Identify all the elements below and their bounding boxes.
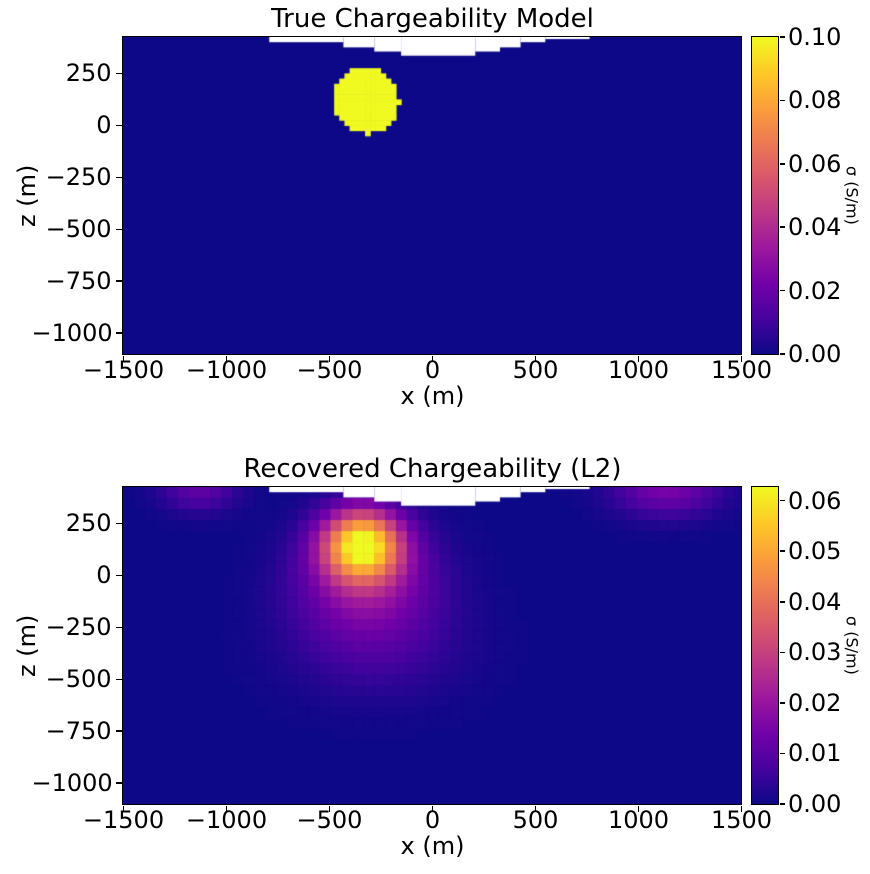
x-tick <box>122 355 125 362</box>
colorbar-tick <box>779 99 785 102</box>
y-tick-label: −1000 <box>31 769 113 798</box>
y-tick-label: 0 <box>96 111 112 140</box>
x-tick <box>534 355 537 362</box>
colorbar-tick-label: 0.04 <box>788 587 842 616</box>
colorbar-tick <box>779 702 785 704</box>
x-tick-label: 500 <box>512 355 559 384</box>
heatmap-canvas <box>123 486 741 804</box>
colorbar <box>750 485 779 805</box>
colorbar-tick-label: 0.06 <box>788 149 842 178</box>
subplot-true-chargeability: True Chargeability Model z (m) x (m) σ (… <box>13 4 862 410</box>
colorbar-tick-label: 0.00 <box>788 340 842 368</box>
heatmap-plot-area <box>122 485 742 805</box>
colorbar-tick-label: 0.03 <box>788 638 842 667</box>
y-tick <box>115 72 122 75</box>
x-tick <box>328 355 331 362</box>
y-tick-label: −500 <box>45 665 112 694</box>
plot-title: True Chargeability Model <box>271 4 594 34</box>
colorbar-label: σ (S/m) <box>842 166 862 225</box>
x-tick-label: 1000 <box>607 355 670 384</box>
x-tick-label: −1000 <box>185 805 268 834</box>
colorbar-tick <box>779 651 785 654</box>
y-tick-label: −250 <box>45 163 112 192</box>
y-tick-label: −500 <box>45 215 112 244</box>
x-tick <box>534 805 537 812</box>
y-tick <box>115 626 122 629</box>
x-tick-label: 1500 <box>710 805 773 834</box>
x-tick-label: −500 <box>296 355 363 384</box>
y-tick <box>115 522 122 525</box>
x-tick <box>225 355 228 362</box>
y-tick <box>115 280 122 282</box>
colorbar-tick-label: 0.00 <box>788 790 842 818</box>
x-tick-label: −1000 <box>185 355 268 384</box>
x-tick <box>431 355 434 362</box>
y-tick-label: −250 <box>45 613 112 642</box>
x-tick-label: 0 <box>424 805 441 834</box>
colorbar-tick-label: 0.01 <box>788 739 842 768</box>
y-tick-label: −750 <box>45 267 112 296</box>
colorbar-tick <box>779 803 785 805</box>
y-tick <box>115 730 122 732</box>
x-tick <box>637 805 640 812</box>
y-tick <box>115 678 122 681</box>
y-tick-label: 250 <box>65 509 112 538</box>
colorbar-tick <box>779 499 785 502</box>
x-tick <box>637 355 640 362</box>
y-tick <box>115 332 122 334</box>
x-tick-label: −500 <box>296 805 363 834</box>
colorbar-tick <box>779 550 785 552</box>
colorbar-tick-label: 0.04 <box>788 213 842 242</box>
colorbar-tick-label: 0.02 <box>788 688 842 717</box>
x-axis-label: x (m) <box>400 832 465 860</box>
x-tick <box>225 805 228 812</box>
x-tick-label: −1500 <box>82 355 165 384</box>
y-tick-label: 250 <box>65 59 112 88</box>
colorbar-tick-label: 0.02 <box>788 276 842 305</box>
x-tick-label: 1000 <box>607 805 670 834</box>
x-tick <box>328 805 331 812</box>
y-tick <box>115 228 122 231</box>
subplot-recovered-chargeability: Recovered Chargeability (L2) z (m) x (m)… <box>0 450 870 874</box>
y-tick <box>115 124 122 127</box>
colorbar-tick <box>779 226 785 228</box>
heatmap-plot-area <box>122 35 742 355</box>
colorbar-gradient <box>751 36 778 354</box>
y-tick-label: −1000 <box>31 319 113 348</box>
colorbar-tick-label: 0.05 <box>788 537 842 566</box>
x-tick-label: 0 <box>424 355 441 384</box>
y-tick <box>115 782 122 784</box>
colorbar-label: σ (S/m) <box>842 616 862 675</box>
y-tick-label: −750 <box>45 717 112 746</box>
y-tick-label: 0 <box>96 561 112 590</box>
colorbar-tick <box>779 353 785 355</box>
x-tick-label: 500 <box>512 805 559 834</box>
x-tick-label: −1500 <box>82 805 165 834</box>
colorbar-tick-label: 0.08 <box>788 86 842 115</box>
colorbar-tick <box>779 36 785 38</box>
plot-title: Recovered Chargeability (L2) <box>243 454 622 484</box>
colorbar-tick-label: 0.06 <box>788 486 842 515</box>
colorbar-tick-label: 0.10 <box>788 23 842 51</box>
colorbar <box>750 35 779 355</box>
y-tick <box>115 176 122 179</box>
colorbar-gradient <box>751 486 778 804</box>
y-tick <box>115 574 122 577</box>
x-axis-label: x (m) <box>400 382 465 410</box>
x-tick <box>740 355 743 362</box>
x-tick <box>122 805 125 812</box>
x-tick <box>431 805 434 812</box>
x-tick <box>740 805 743 812</box>
colorbar-tick <box>779 163 785 165</box>
colorbar-tick <box>779 289 785 292</box>
colorbar-tick <box>779 601 785 603</box>
colorbar-tick <box>779 752 785 755</box>
heatmap-canvas <box>123 36 741 354</box>
x-tick-label: 1500 <box>710 355 773 384</box>
